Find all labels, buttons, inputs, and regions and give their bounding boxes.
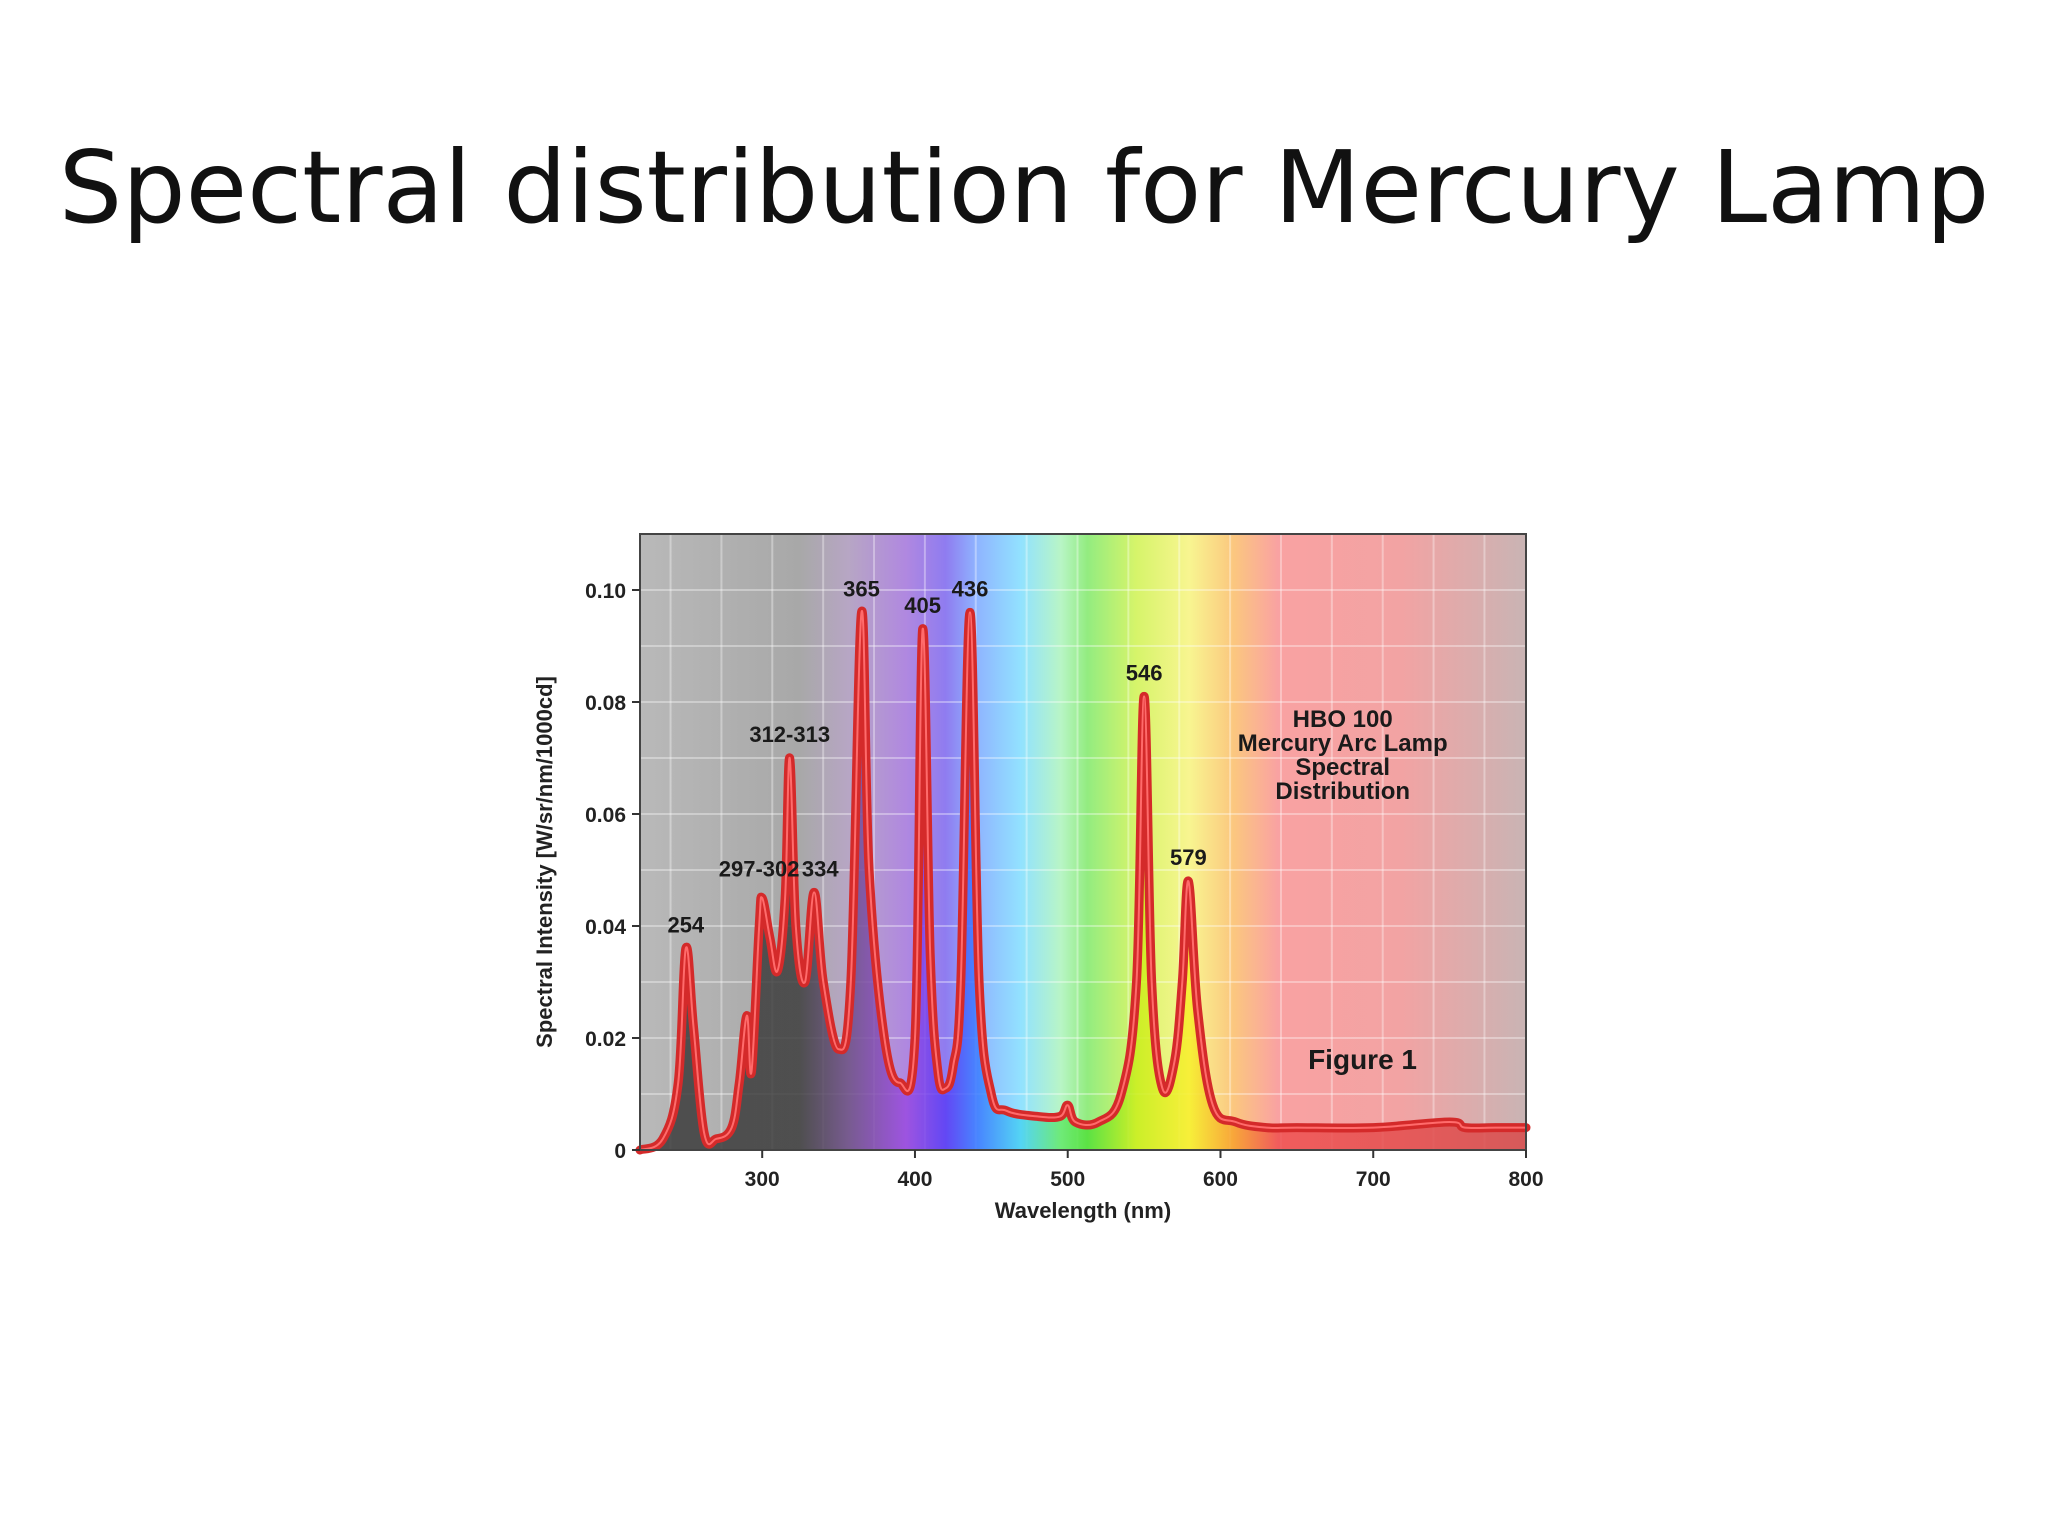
y-tick-label: 0 <box>614 1140 626 1163</box>
x-tick-label: 600 <box>1203 1168 1238 1191</box>
annotation-line: Mercury Arc Lamp <box>1238 730 1448 757</box>
peak-label: 579 <box>1170 845 1207 870</box>
x-tick-label: 500 <box>1050 1168 1085 1191</box>
x-tick-label: 800 <box>1508 1168 1543 1191</box>
x-tick-label: 400 <box>897 1168 932 1191</box>
annotation-line: Distribution <box>1275 778 1410 805</box>
axis-ticks: 300 400 500 600 700 800 0 0.02 0.04 0.06 0.08 0.10 <box>585 580 1543 1191</box>
peak-label: 334 <box>802 856 839 881</box>
peak-label: 405 <box>904 593 941 618</box>
slide-title: Spectral distribution for Mercury Lamp <box>58 129 1990 246</box>
y-axis-title: Spectral Intensity [W/sr/nm/1000cd] <box>532 676 557 1048</box>
figure-label: Figure 1 <box>1308 1044 1417 1075</box>
annotation-line: HBO 100 <box>1293 706 1393 733</box>
y-tick-label: 0.08 <box>585 692 626 715</box>
series-line-highlight <box>639 610 1526 1151</box>
y-tick-label: 0.06 <box>585 804 626 827</box>
peak-label: 254 <box>667 912 704 937</box>
y-tick-label: 0.04 <box>585 916 626 939</box>
peak-label: 436 <box>952 576 989 601</box>
peak-label: 365 <box>843 576 880 601</box>
peak-label: 312-313 <box>749 722 830 747</box>
peak-label: 546 <box>1126 660 1163 685</box>
peak-labels: 254 297-302 312-313 334 365 405 436 546 579 <box>667 576 1206 937</box>
y-tick-label: 0.10 <box>585 580 626 603</box>
annotation-line: Spectral <box>1295 754 1390 781</box>
x-tick-label: 700 <box>1356 1168 1391 1191</box>
plot-frame <box>639 533 1527 1151</box>
y-tick-label: 0.02 <box>585 1028 626 1051</box>
x-axis-title: Wavelength (nm) <box>995 1198 1171 1223</box>
x-tick-label: 300 <box>745 1168 780 1191</box>
peak-label: 297-302 <box>719 856 800 881</box>
